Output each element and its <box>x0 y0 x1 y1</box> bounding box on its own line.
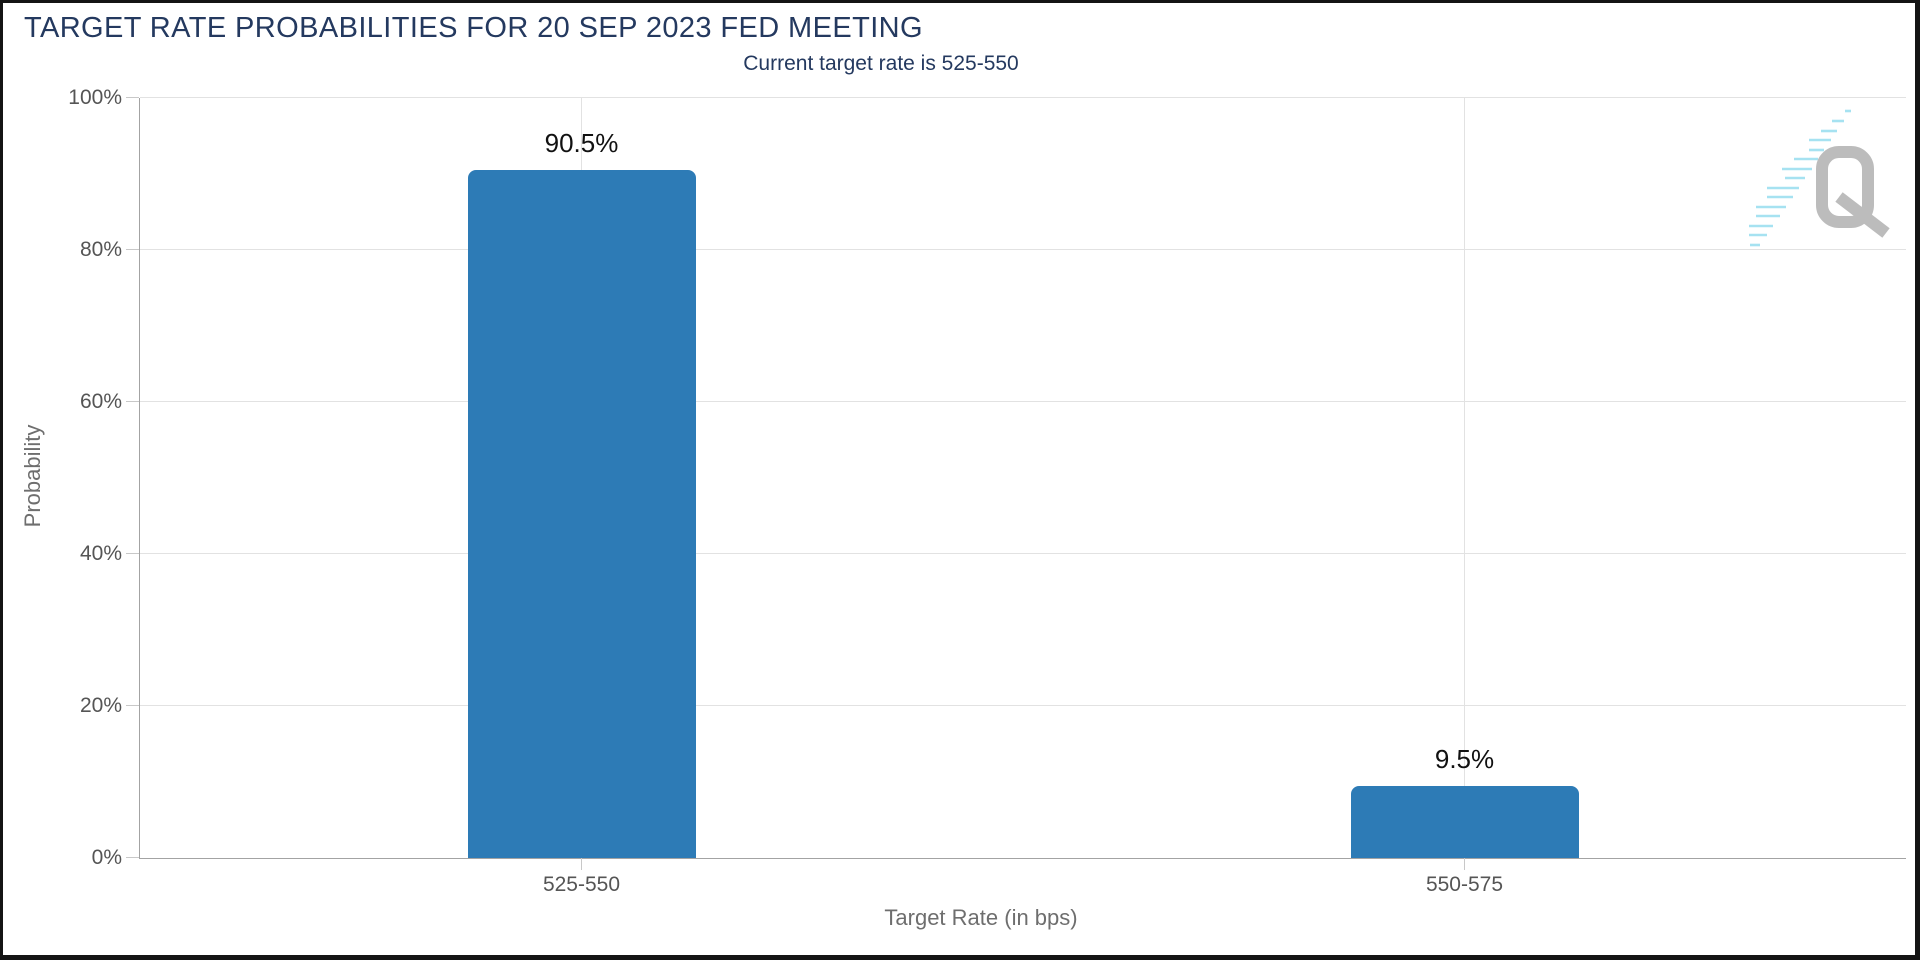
y-axis-tick <box>126 249 139 250</box>
y-gridline <box>140 705 1906 706</box>
bar-value-label: 9.5% <box>1434 743 1495 774</box>
x-axis-tick <box>581 858 582 870</box>
y-axis-tick <box>126 97 139 98</box>
y-tick-label: 20% <box>79 694 122 717</box>
y-tick-label: 0% <box>91 846 122 869</box>
y-axis-tick <box>126 705 139 706</box>
y-tick-label: 60% <box>79 390 122 413</box>
y-axis-tick <box>126 401 139 402</box>
quikstrike-watermark <box>1736 96 1894 256</box>
x-axis-tick <box>1464 858 1465 870</box>
y-gridline <box>140 97 1906 98</box>
chart-subtitle: Current target rate is 525-550 <box>743 52 1019 75</box>
y-axis-title: Probability <box>20 424 45 528</box>
y-axis-tick <box>126 857 139 858</box>
y-tick-label: 40% <box>79 542 122 565</box>
probability-bar[interactable] <box>467 170 696 858</box>
x-gridline <box>1464 98 1465 858</box>
y-gridline <box>140 401 1906 402</box>
quikstrike-q-logo-icon <box>1749 109 1890 247</box>
y-axis-tick <box>126 553 139 554</box>
probability-bar[interactable] <box>1350 785 1579 858</box>
plot-area: 0% 20% 40% 60% 80% 100% 90.5% 525-550 9.5% 550-57… <box>68 86 1906 896</box>
y-tick-label: 80% <box>79 238 122 261</box>
x-tick-label: 550-575 <box>1425 873 1504 896</box>
x-axis-title: Target Rate (in bps) <box>884 905 1078 930</box>
bar-value-label: 90.5% <box>544 128 619 159</box>
y-gridline <box>140 553 1906 554</box>
y-gridline <box>140 249 1906 250</box>
x-tick-label: 525-550 <box>542 873 621 896</box>
y-tick-label: 100% <box>68 86 122 109</box>
chart-title: TARGET RATE PROBABILITIES FOR 20 SEP 202… <box>24 12 923 44</box>
